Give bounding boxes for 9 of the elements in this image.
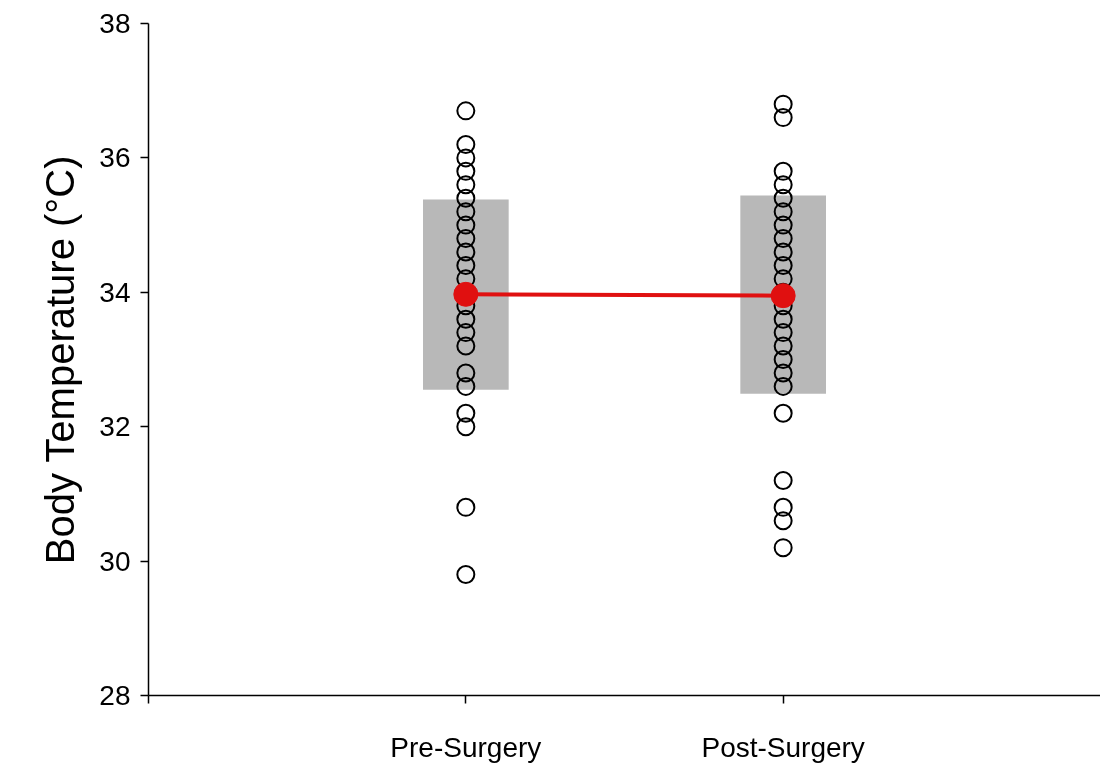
- x-tick-label: Pre-Surgery: [390, 731, 542, 763]
- y-tick-label: 34: [99, 276, 131, 308]
- y-tick-label: 32: [99, 411, 131, 443]
- y-axis-title: Body Temperature (°C): [38, 155, 83, 565]
- y-tick-label: 38: [99, 8, 131, 39]
- x-tick-label: Post-Surgery: [701, 731, 865, 763]
- y-tick-label: 30: [99, 545, 131, 577]
- y-tick-label: 36: [99, 142, 131, 174]
- y-tick-label: 28: [99, 680, 131, 711]
